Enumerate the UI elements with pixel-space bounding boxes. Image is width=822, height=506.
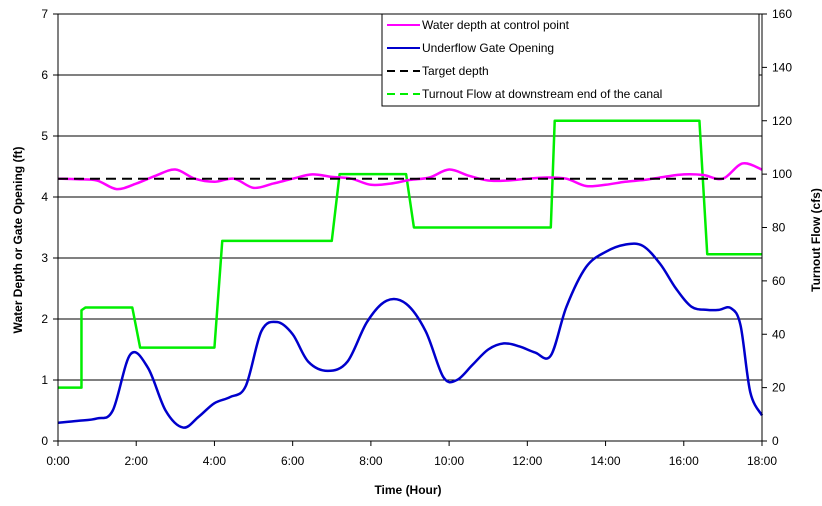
x-axis-ticks: 0:00 2:00 4:00 6:00 8:00 10:00 12:00 14:00 16:00… [46,441,777,468]
left-tick-label: 3 [41,251,48,265]
left-tick-label: 4 [41,190,48,204]
left-tick-label: 1 [41,373,48,387]
legend-label: Underflow Gate Opening [422,41,554,55]
x-tick-label: 4:00 [203,454,227,468]
x-tick-label: 0:00 [46,454,70,468]
series-line-water-depth [57,161,763,191]
x-tick-label: 16:00 [669,454,699,468]
legend-item: Underflow Gate Opening [387,41,554,55]
right-tick-label: 20 [772,381,786,395]
legend-label: Target depth [422,64,489,78]
left-tick-label: 5 [41,129,48,143]
series-line-gate-opening [57,242,764,429]
left-tick-label: 7 [41,7,48,21]
x-tick-label: 18:00 [747,454,777,468]
x-tick-label: 8:00 [359,454,383,468]
left-tick-label: 6 [41,68,48,82]
x-axis-title: Time (Hour) [374,483,441,497]
series-lines [57,119,764,429]
x-tick-label: 14:00 [591,454,621,468]
right-tick-label: 100 [772,167,792,181]
right-tick-label: 0 [772,434,779,448]
right-tick-label: 140 [772,60,792,74]
legend-item: Water depth at control point [387,18,570,32]
left-axis-title: Water Depth or Gate Opening (ft) [11,147,25,334]
x-tick-label: 12:00 [512,454,542,468]
x-tick-label: 6:00 [281,454,305,468]
right-axis-title: Turnout Flow (cfs) [809,188,822,292]
x-tick-label: 2:00 [125,454,149,468]
right-tick-label: 60 [772,274,786,288]
right-axis-ticks: 0 20 40 60 80 100 120 140 160 [762,7,792,448]
legend: Water depth at control point Underflow G… [381,13,760,107]
right-tick-label: 120 [772,114,792,128]
legend-box [381,13,760,107]
left-tick-label: 0 [41,434,48,448]
series-line-turnout-flow [58,119,762,389]
legend-item: Target depth [387,64,489,78]
right-tick-label: 80 [772,221,786,235]
right-tick-label: 40 [772,327,786,341]
left-tick-label: 2 [41,312,48,326]
legend-label: Water depth at control point [422,18,570,32]
x-tick-label: 10:00 [434,454,464,468]
left-axis-ticks: 0 1 2 3 4 5 6 7 [41,7,58,448]
right-tick-label: 160 [772,7,792,21]
legend-label: Turnout Flow at downstream end of the ca… [422,87,662,101]
legend-item: Turnout Flow at downstream end of the ca… [387,87,662,101]
